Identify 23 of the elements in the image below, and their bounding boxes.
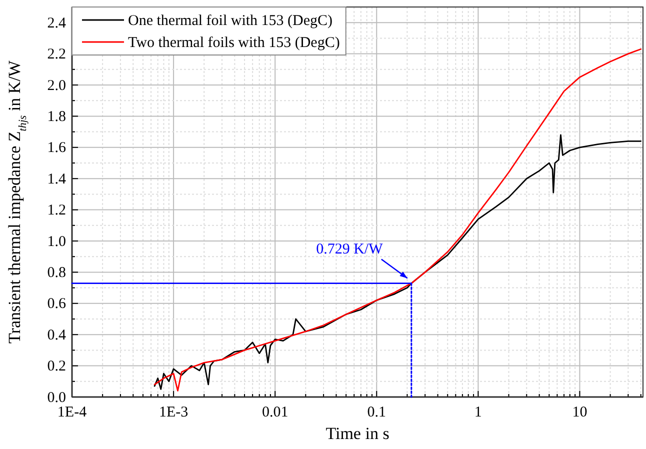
x-tick-label: 1E-4 [57,404,88,420]
legend-label: One thermal foil with 153 (DegC) [128,13,333,29]
x-tick-label: 10 [572,404,588,420]
x-axis-title: Time in s [326,424,390,443]
y-tick-label: 1.2 [47,202,66,219]
x-tick-label: 1 [474,404,482,420]
x-tick-label: 0.1 [367,404,386,420]
y-tick-label: 0.8 [47,265,66,281]
y-tick-label: 0.0 [47,390,66,406]
legend-label: Two thermal foils with 153 (DegC) [128,35,340,51]
y-tick-label: 0.4 [47,327,66,344]
y-tick-label: 2.2 [47,46,66,63]
y-tick-label: 2.0 [47,78,66,94]
y-tick-label: 0.2 [47,358,66,375]
y-tick-label: 1.0 [47,234,66,250]
x-tick-label: 1E-3 [158,404,188,420]
y-tick-label: 2.4 [47,15,66,32]
y-tick-label: 1.6 [47,140,66,156]
y-tick-label: 1.8 [47,109,66,125]
y-tick-label: 1.4 [47,171,66,188]
y-tick-label: 0.6 [47,296,66,312]
x-tick-label: 0.01 [262,404,288,420]
annotation: 0.729 K/W [316,241,384,258]
